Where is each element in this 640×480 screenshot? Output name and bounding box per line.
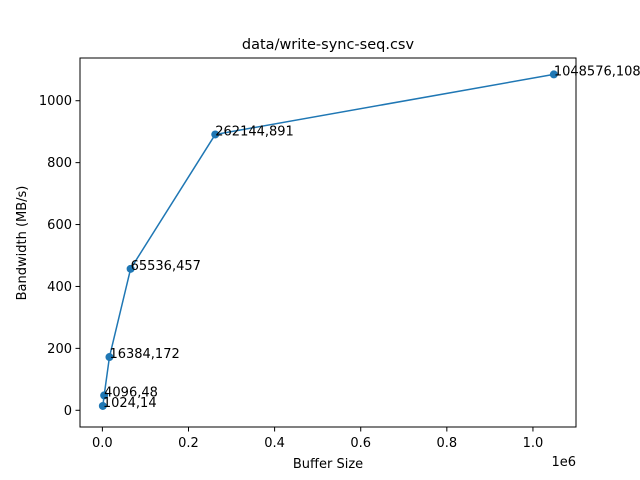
data-point [211, 130, 220, 139]
x-tick-label: 1.0 [523, 436, 544, 451]
data-label: 16384,172 [109, 347, 179, 362]
x-tick-label: 0.2 [178, 436, 199, 451]
x-tick-label: 0.0 [92, 436, 113, 451]
axes-frame [79, 57, 577, 428]
x-axis-label: Buffer Size [293, 457, 363, 472]
x-axis: 0.0 0.2 0.4 0.6 0.8 1.0 [92, 427, 543, 451]
y-axis-label: Bandwidth (MB/s) [15, 186, 30, 301]
x-axis-offset-label: 1e6 [551, 455, 576, 470]
y-tick-label: 0 [64, 404, 72, 419]
data-label: 1024,14 [103, 396, 157, 411]
x-tick-label: 0.6 [350, 436, 371, 451]
data-point [100, 391, 109, 400]
y-axis: 0 200 400 600 800 1000 [39, 94, 80, 419]
y-tick-label: 1000 [39, 94, 72, 109]
data-label: 262144,891 [215, 124, 294, 139]
data-point [105, 353, 114, 362]
data-point [126, 264, 135, 273]
data-label: 1048576,108 [554, 64, 640, 79]
x-tick-label: 0.8 [436, 436, 457, 451]
data-point [549, 70, 558, 79]
y-tick-label: 800 [47, 156, 72, 171]
y-tick-label: 400 [47, 280, 72, 295]
y-tick-label: 200 [47, 342, 72, 357]
data-label: 65536,457 [131, 259, 201, 274]
y-tick-label: 600 [47, 218, 72, 233]
x-tick-label: 0.4 [264, 436, 285, 451]
data-point [98, 401, 107, 410]
data-label: 4096,48 [104, 385, 158, 400]
chart-title: data/write-sync-seq.csv [242, 37, 415, 53]
